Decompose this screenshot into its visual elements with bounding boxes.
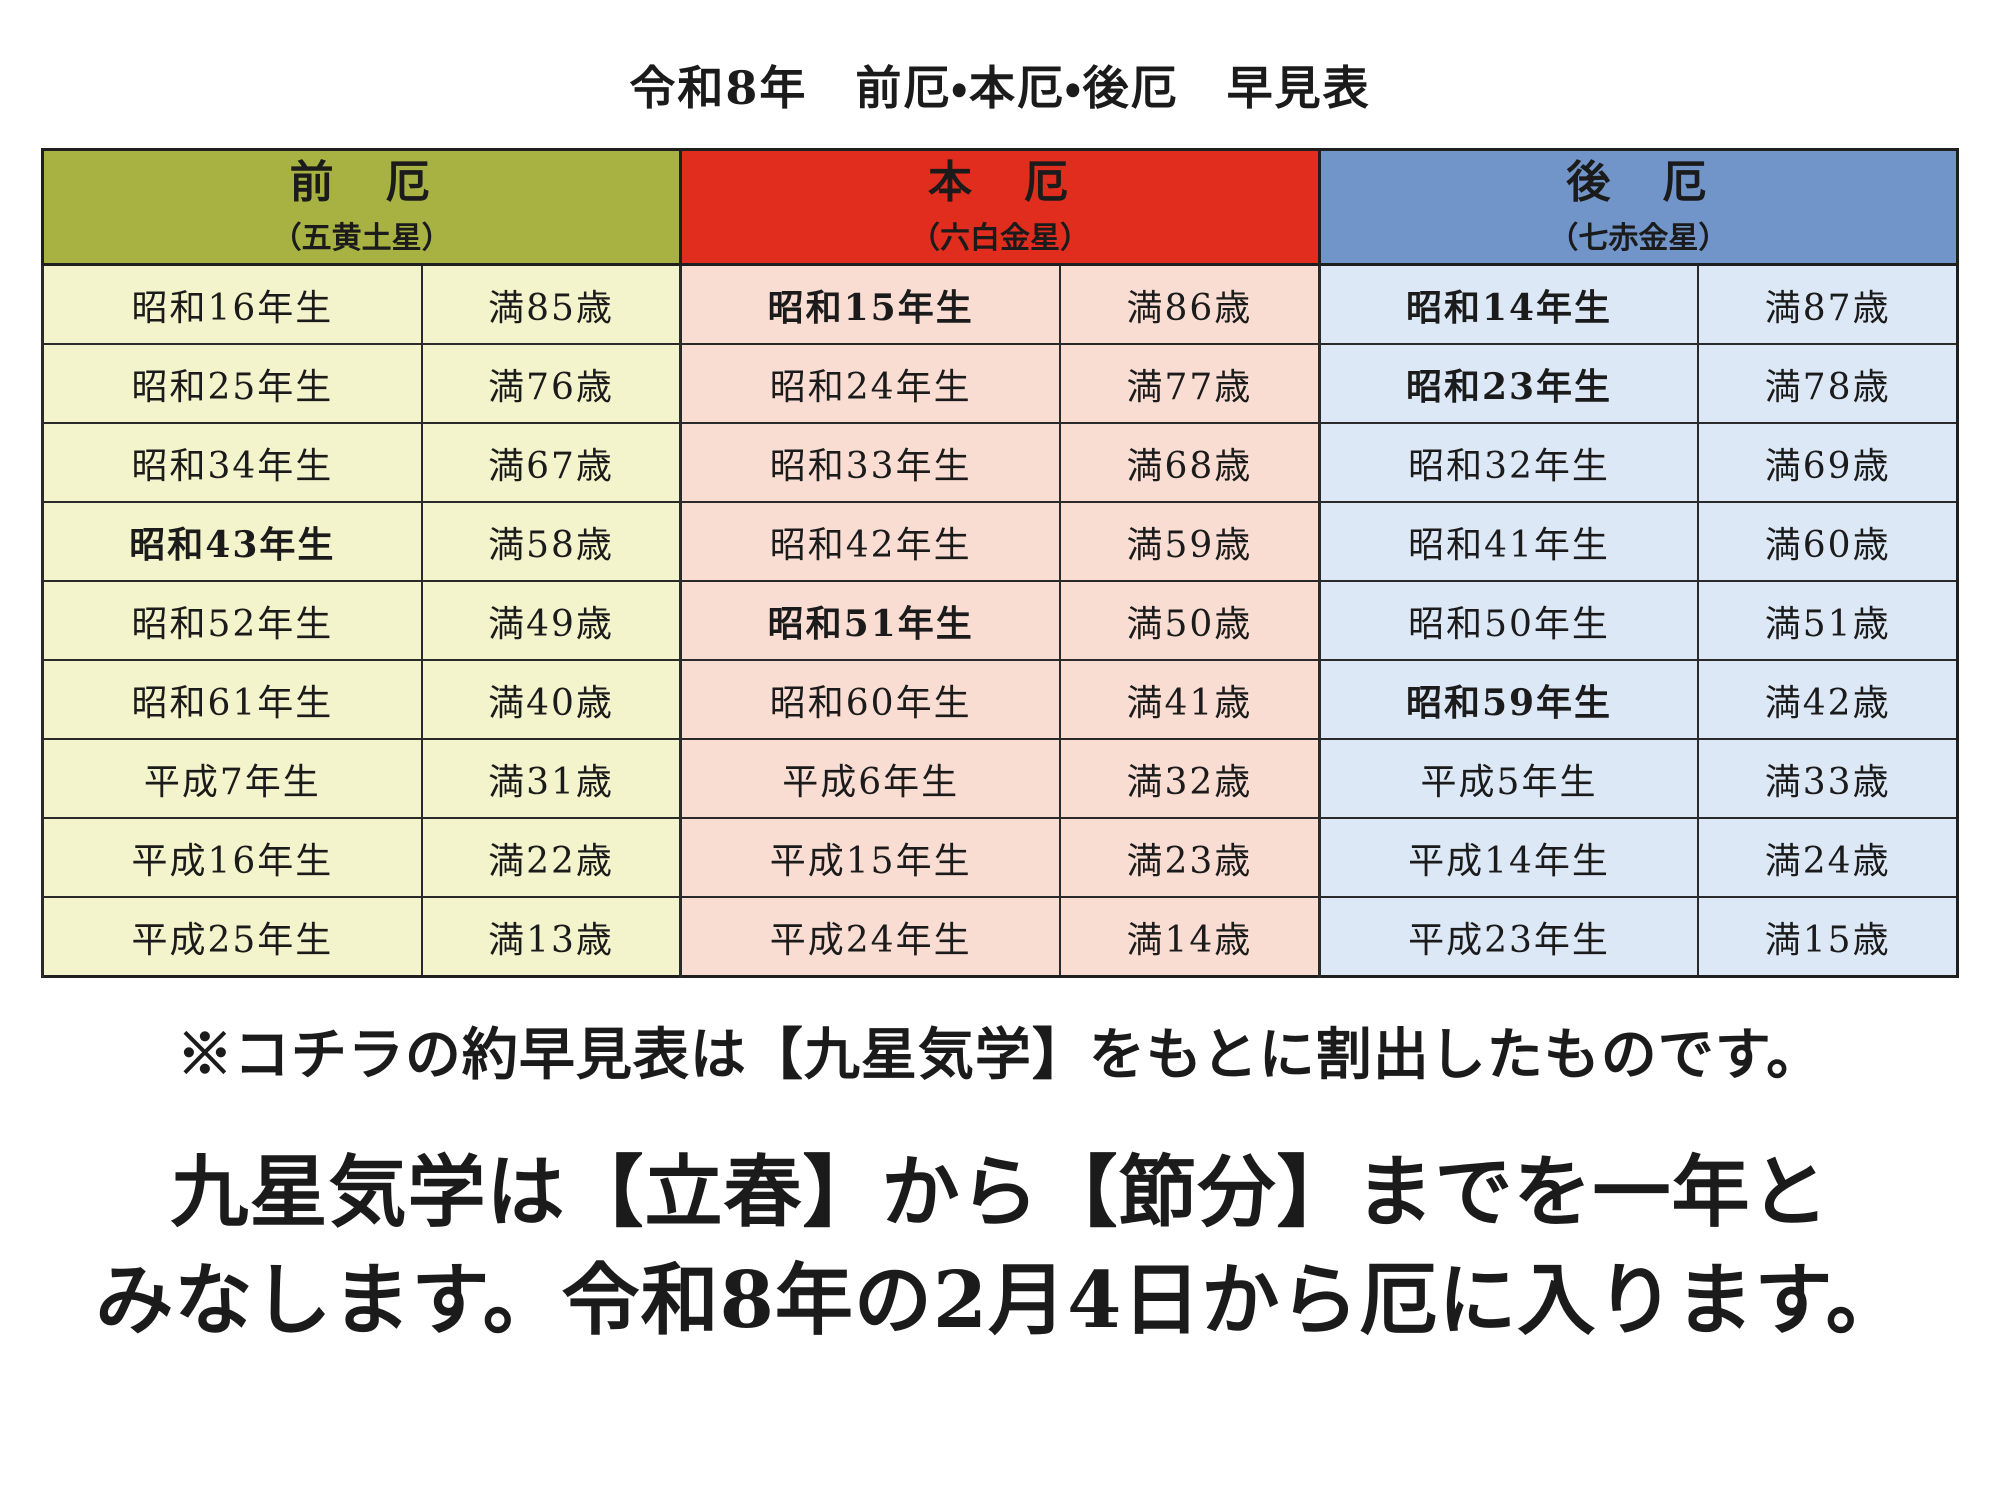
age-cell: 満41歳 [1059, 659, 1321, 740]
age-cell: 満33歳 [1697, 738, 1959, 819]
table-row: 昭和25年生 満76歳 昭和24年生 満77歳 昭和23年生 満78歳 [40, 343, 1959, 424]
group-title: 後 厄 [1566, 156, 1711, 208]
age-cell: 満67歳 [420, 422, 682, 503]
table-row: 平成25年生 満13歳 平成24年生 満14歳 平成23年生 満15歳 [40, 896, 1959, 978]
age-cell: 満40歳 [420, 659, 682, 740]
column-header-honyaku: 本 厄 （六白金星） [679, 148, 1321, 266]
birth-year-cell: 昭和15年生 [679, 263, 1062, 345]
birth-year-cell: 昭和23年生 [1317, 343, 1700, 424]
birth-year-cell: 平成7年生 [40, 738, 423, 819]
age-cell: 満85歳 [420, 263, 682, 345]
age-cell: 満23歳 [1059, 817, 1321, 898]
birth-year-cell: 平成15年生 [679, 817, 1062, 898]
birth-year-cell: 平成25年生 [40, 896, 423, 978]
table-row: 昭和34年生 満67歳 昭和33年生 満68歳 昭和32年生 満69歳 [40, 422, 1959, 503]
birth-year-cell: 昭和50年生 [1317, 580, 1700, 661]
birth-year-cell: 昭和34年生 [40, 422, 423, 503]
age-cell: 満42歳 [1697, 659, 1959, 740]
yakudoshi-table: 前 厄 （五黄土星） 本 厄 （六白金星） 後 厄 （七赤金星） 昭和16年生満… [40, 148, 1959, 978]
age-cell: 満78歳 [1697, 343, 1959, 424]
header-row: 前 厄 （五黄土星） 本 厄 （六白金星） 後 厄 （七赤金星） [40, 148, 1959, 266]
birth-year-cell: 昭和60年生 [679, 659, 1062, 740]
age-cell: 満14歳 [1059, 896, 1321, 978]
age-cell: 満49歳 [420, 580, 682, 661]
age-cell: 満86歳 [1059, 263, 1321, 345]
page-title: 令和8年 前厄・本厄・後厄 早見表 [629, 61, 1371, 115]
note-text: ※コチラの約早見表は【九星気学】をもとに割出したものです。 [176, 1022, 1824, 1088]
birth-year-cell: 昭和33年生 [679, 422, 1062, 503]
column-header-maeyaku: 前 厄 （五黄土星） [40, 148, 682, 266]
group-subtitle: （六白金星） [909, 221, 1090, 257]
table-row: 昭和52年生 満49歳 昭和51年生 満50歳 昭和50年生 満51歳 [40, 580, 1959, 661]
table-row: 昭和43年生 満58歳 昭和42年生 満59歳 昭和41年生 満60歳 [40, 501, 1959, 582]
group-subtitle: （七赤金星） [1548, 221, 1729, 257]
group-title: 前 厄 [289, 156, 434, 208]
birth-year-cell: 昭和42年生 [679, 501, 1062, 582]
birth-year-cell: 平成14年生 [1317, 817, 1700, 898]
birth-year-cell: 昭和41年生 [1317, 501, 1700, 582]
footer-line-1: 九星気学は【立春】から【節分】までを一年と [170, 1147, 1830, 1238]
birth-year-cell: 昭和52年生 [40, 580, 423, 661]
birth-year-cell: 昭和61年生 [40, 659, 423, 740]
age-cell: 満60歳 [1697, 501, 1959, 582]
birth-year-cell: 昭和32年生 [1317, 422, 1700, 503]
group-subtitle: （五黄土星） [271, 221, 452, 257]
birth-year-cell: 昭和51年生 [679, 580, 1062, 661]
birth-year-cell: 平成16年生 [40, 817, 423, 898]
footer-text: 九星気学は【立春】から【節分】までを一年と みなします。令和8年の2月4日から厄… [0, 1139, 2000, 1354]
age-cell: 満59歳 [1059, 501, 1321, 582]
birth-year-cell: 平成6年生 [679, 738, 1062, 819]
group-title: 本 厄 [927, 156, 1072, 208]
age-cell: 満76歳 [420, 343, 682, 424]
birth-year-cell: 昭和59年生 [1317, 659, 1700, 740]
age-cell: 満87歳 [1697, 263, 1959, 345]
birth-year-cell: 平成5年生 [1317, 738, 1700, 819]
age-cell: 満24歳 [1697, 817, 1959, 898]
age-cell: 満31歳 [420, 738, 682, 819]
birth-year-cell: 昭和16年生 [40, 263, 423, 345]
age-cell: 満77歳 [1059, 343, 1321, 424]
birth-year-cell: 昭和25年生 [40, 343, 423, 424]
table-row: 平成16年生 満22歳 平成15年生 満23歳 平成14年生 満24歳 [40, 817, 1959, 898]
table-row: 昭和16年生 満85歳 昭和15年生 満86歳 昭和14年生 満87歳 [40, 263, 1959, 345]
age-cell: 満22歳 [420, 817, 682, 898]
birth-year-cell: 昭和24年生 [679, 343, 1062, 424]
age-cell: 満68歳 [1059, 422, 1321, 503]
age-cell: 満69歳 [1697, 422, 1959, 503]
age-cell: 満13歳 [420, 896, 682, 978]
table-row: 平成7年生 満31歳 平成6年生 満32歳 平成5年生 満33歳 [40, 738, 1959, 819]
birth-year-cell: 昭和14年生 [1317, 263, 1700, 345]
age-cell: 満50歳 [1059, 580, 1321, 661]
birth-year-cell: 昭和43年生 [40, 501, 423, 582]
column-header-atoyaku: 後 厄 （七赤金星） [1317, 148, 1959, 266]
birth-year-cell: 平成23年生 [1317, 896, 1700, 978]
footer-line-2: みなします。令和8年の2月4日から厄に入ります。 [95, 1254, 1905, 1346]
age-cell: 満15歳 [1697, 896, 1959, 978]
age-cell: 満51歳 [1697, 580, 1959, 661]
age-cell: 満58歳 [420, 501, 682, 582]
age-cell: 満32歳 [1059, 738, 1321, 819]
table-row: 昭和61年生 満40歳 昭和60年生 満41歳 昭和59年生 満42歳 [40, 659, 1959, 740]
birth-year-cell: 平成24年生 [679, 896, 1062, 978]
